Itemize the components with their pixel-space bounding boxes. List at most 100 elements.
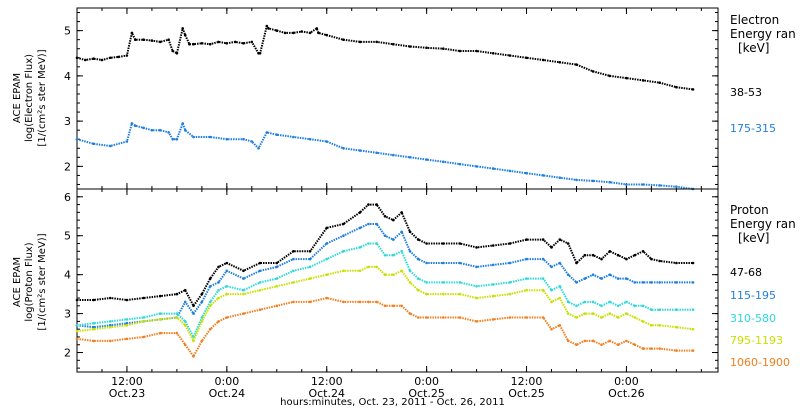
data-point (600, 316, 603, 319)
x-tick-time: 12:00 (311, 375, 343, 388)
data-point (242, 269, 245, 273)
data-point (591, 273, 595, 277)
data-point (566, 312, 570, 315)
data-point (217, 288, 220, 292)
data-point (541, 174, 545, 177)
data-point (625, 300, 628, 304)
data-point (358, 40, 362, 44)
data-point (183, 33, 187, 37)
data-point (308, 277, 312, 280)
data-point (425, 292, 428, 296)
data-point (558, 296, 562, 300)
data-point (508, 316, 512, 319)
data-point (358, 269, 362, 273)
data-point (258, 269, 262, 273)
data-point (691, 308, 695, 312)
data-point (325, 140, 329, 143)
data-point (417, 316, 420, 319)
data-point (358, 211, 362, 214)
data-point (325, 257, 329, 261)
data-point (417, 257, 420, 261)
data-point (633, 343, 637, 347)
data-point (375, 265, 379, 269)
data-point (200, 42, 204, 45)
y-tick-label: 6 (64, 191, 71, 204)
data-point (225, 292, 229, 296)
data-point (217, 320, 220, 323)
data-point (650, 257, 653, 261)
data-point (142, 126, 145, 130)
data-point (242, 42, 245, 45)
data-point (525, 238, 528, 241)
data-point (125, 337, 129, 341)
data-point (342, 300, 345, 304)
data-point (400, 304, 404, 308)
y-axis-label: ACE EPAM (12, 257, 23, 307)
data-point (591, 70, 595, 73)
data-point (541, 277, 545, 280)
data-point (142, 296, 145, 300)
data-point (541, 288, 545, 292)
data-point (208, 277, 212, 280)
data-point (458, 281, 462, 284)
data-point (641, 250, 645, 253)
data-point (367, 222, 370, 226)
data-point (217, 40, 220, 44)
data-point (400, 250, 404, 253)
series-line (76, 297, 693, 358)
panel-frame (76, 188, 719, 373)
data-point (188, 42, 191, 46)
data-point (375, 203, 379, 206)
data-point (183, 324, 187, 327)
data-point (575, 316, 578, 319)
data-point (475, 285, 478, 288)
data-point (175, 52, 179, 55)
x-tick-date: Oct.23 (109, 387, 146, 400)
data-point (383, 215, 387, 218)
data-point (200, 339, 204, 343)
data-point (525, 171, 528, 175)
series-line (76, 265, 694, 342)
data-point (633, 316, 637, 319)
data-point (425, 158, 428, 161)
data-point (608, 339, 612, 343)
legend-title: [keV] (738, 231, 769, 245)
data-point (392, 238, 395, 241)
data-point (658, 324, 661, 327)
data-point (367, 265, 370, 269)
data-point (583, 312, 587, 315)
data-point (134, 124, 137, 127)
legend-entry: 115-195 (730, 289, 776, 302)
data-point (109, 56, 112, 60)
data-point (558, 285, 562, 288)
y-tick-label: 2 (64, 347, 71, 360)
data-point (308, 300, 312, 304)
y-tick-label: 4 (64, 269, 71, 282)
data-point (125, 298, 129, 302)
data-point (325, 226, 329, 230)
data-point (257, 147, 260, 150)
data-point (175, 331, 179, 335)
data-point (417, 288, 420, 292)
data-point (383, 253, 387, 257)
data-point (75, 324, 79, 327)
data-point (217, 296, 220, 300)
data-point (158, 40, 162, 44)
data-point (275, 29, 279, 32)
data-point (442, 160, 445, 164)
data-point (142, 316, 145, 319)
data-point (641, 347, 645, 350)
data-point (475, 49, 478, 53)
legend-title: Electron (730, 13, 779, 27)
data-point (658, 81, 661, 84)
data-point (134, 38, 137, 41)
data-point (392, 273, 395, 277)
data-point (275, 133, 279, 136)
data-point (558, 324, 562, 327)
data-point (183, 300, 187, 304)
data-point (175, 312, 179, 315)
data-point (275, 277, 279, 280)
data-point (600, 257, 603, 261)
data-point (242, 288, 245, 292)
data-point (92, 327, 95, 331)
